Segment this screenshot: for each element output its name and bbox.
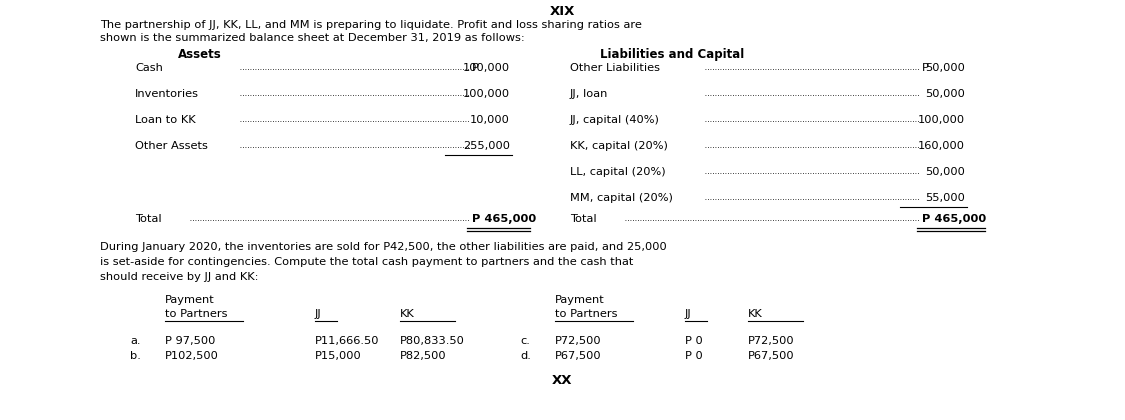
Text: to Partners: to Partners — [555, 309, 618, 319]
Text: 160,000: 160,000 — [918, 141, 965, 151]
Text: P67,500: P67,500 — [555, 351, 602, 361]
Text: XIX: XIX — [549, 5, 575, 18]
Text: Payment: Payment — [555, 295, 605, 305]
Text: KK: KK — [748, 309, 763, 319]
Text: Cash: Cash — [135, 63, 163, 73]
Text: Liabilities and Capital: Liabilities and Capital — [600, 48, 745, 61]
Text: LL, capital (20%): LL, capital (20%) — [570, 167, 666, 177]
Text: 100,000: 100,000 — [462, 89, 510, 99]
Text: P72,500: P72,500 — [748, 336, 794, 346]
Text: P11,666.50: P11,666.50 — [315, 336, 379, 346]
Text: shown is the summarized balance sheet at December 31, 2019 as follows:: shown is the summarized balance sheet at… — [100, 33, 524, 43]
Text: Assets: Assets — [178, 48, 222, 61]
Text: P102,500: P102,500 — [165, 351, 219, 361]
Text: P67,500: P67,500 — [748, 351, 794, 361]
Text: MM, capital (20%): MM, capital (20%) — [570, 193, 673, 203]
Text: to Partners: to Partners — [165, 309, 227, 319]
Text: P 465,000: P 465,000 — [472, 214, 537, 224]
Text: KK: KK — [400, 309, 415, 319]
Text: P15,000: P15,000 — [315, 351, 362, 361]
Text: P72,500: P72,500 — [555, 336, 602, 346]
Text: P 465,000: P 465,000 — [922, 214, 987, 224]
Text: c.: c. — [520, 336, 530, 346]
Text: 50,000: 50,000 — [925, 89, 965, 99]
Text: P 0: P 0 — [685, 351, 703, 361]
Text: XX: XX — [551, 374, 573, 387]
Text: P: P — [922, 63, 929, 73]
Text: P 0: P 0 — [685, 336, 703, 346]
Text: JJ, capital (40%): JJ, capital (40%) — [570, 115, 660, 125]
Text: P: P — [472, 63, 479, 73]
Text: should receive by JJ and KK:: should receive by JJ and KK: — [100, 272, 259, 282]
Text: Other Assets: Other Assets — [135, 141, 208, 151]
Text: 100,000: 100,000 — [918, 115, 965, 125]
Text: 10,000: 10,000 — [470, 115, 510, 125]
Text: Other Liabilities: Other Liabilities — [570, 63, 660, 73]
Text: P 97,500: P 97,500 — [165, 336, 215, 346]
Text: 50,000: 50,000 — [925, 63, 965, 73]
Text: During January 2020, the inventories are sold for P42,500, the other liabilities: During January 2020, the inventories are… — [100, 242, 667, 252]
Text: Loan to KK: Loan to KK — [135, 115, 196, 125]
Text: JJ: JJ — [315, 309, 322, 319]
Text: 50,000: 50,000 — [925, 167, 965, 177]
Text: a.: a. — [130, 336, 141, 346]
Text: Payment: Payment — [165, 295, 215, 305]
Text: P82,500: P82,500 — [400, 351, 447, 361]
Text: Total: Total — [570, 214, 596, 224]
Text: b.: b. — [130, 351, 141, 361]
Text: 255,000: 255,000 — [464, 141, 510, 151]
Text: 55,000: 55,000 — [925, 193, 965, 203]
Text: JJ, loan: JJ, loan — [570, 89, 609, 99]
Text: Total: Total — [135, 214, 162, 224]
Text: JJ: JJ — [685, 309, 692, 319]
Text: d.: d. — [520, 351, 531, 361]
Text: 100,000: 100,000 — [462, 63, 510, 73]
Text: Inventories: Inventories — [135, 89, 199, 99]
Text: The partnership of JJ, KK, LL, and MM is preparing to liquidate. Profit and loss: The partnership of JJ, KK, LL, and MM is… — [100, 20, 642, 30]
Text: KK, capital (20%): KK, capital (20%) — [570, 141, 668, 151]
Text: P80,833.50: P80,833.50 — [400, 336, 465, 346]
Text: is set-aside for contingencies. Compute the total cash payment to partners and t: is set-aside for contingencies. Compute … — [100, 257, 633, 267]
